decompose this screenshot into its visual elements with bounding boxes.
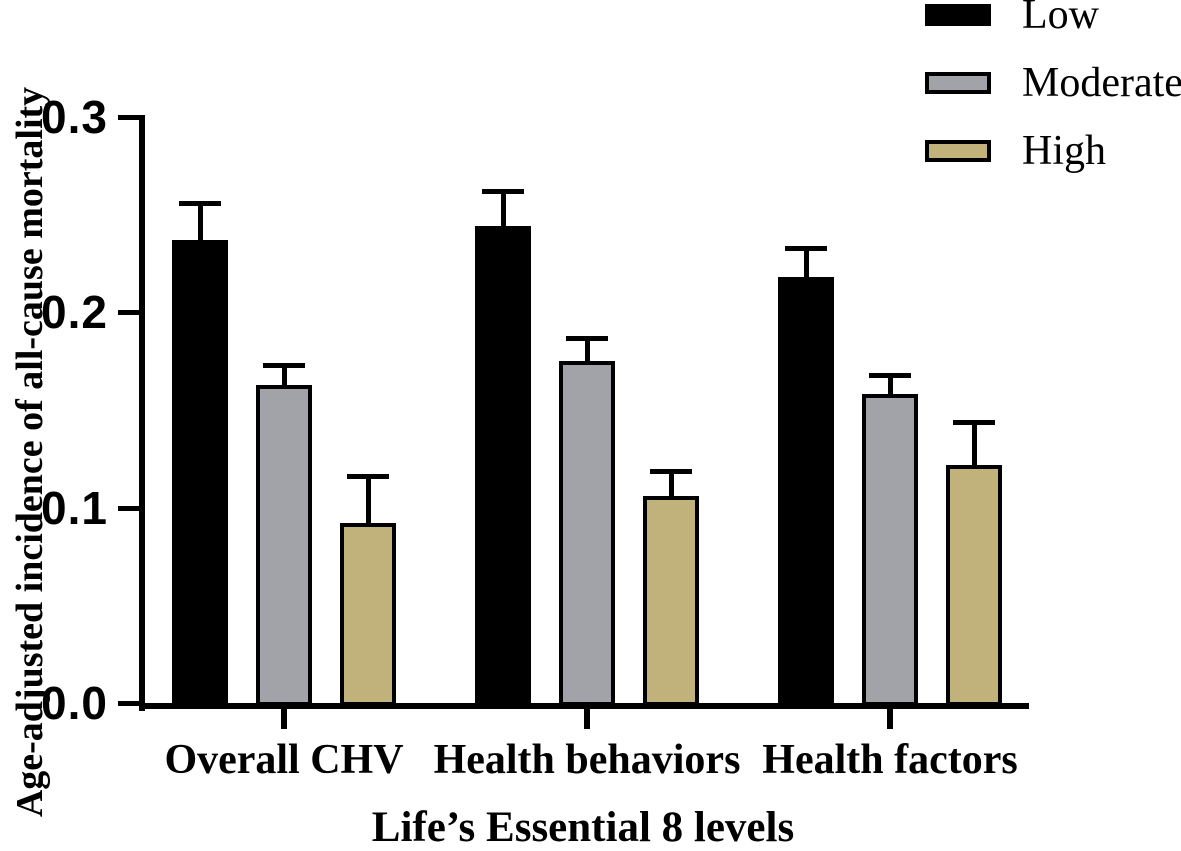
- y-tick-mark: [118, 115, 141, 120]
- error-bar-stem-health-behaviors-high: [668, 470, 674, 500]
- error-bar-cap-overall-chv-low: [179, 200, 221, 206]
- x-category-label: Health behaviors: [433, 737, 741, 783]
- x-category-label: Health factors: [762, 737, 1018, 783]
- error-bar-stem-health-behaviors-low: [500, 191, 506, 231]
- y-tick-label: 0.2: [41, 286, 108, 339]
- y-axis-line: [139, 115, 145, 711]
- y-tick-mark: [118, 310, 141, 316]
- error-bar-cap-overall-chv-moderate: [263, 363, 305, 369]
- y-tick-mark: [118, 701, 141, 706]
- x-tick-mark: [584, 709, 590, 729]
- error-bar-cap-health-behaviors-moderate: [566, 335, 608, 341]
- bar-overall-chv-low: [172, 240, 228, 706]
- error-bar-stem-overall-chv-high: [365, 476, 371, 528]
- bar-health-behaviors-moderate: [559, 361, 615, 706]
- legend-row-high: High: [925, 130, 1181, 172]
- y-tick-label: 0.3: [41, 91, 108, 143]
- error-bar-stem-overall-chv-moderate: [281, 365, 287, 389]
- legend-swatch-high: [925, 140, 991, 162]
- x-category-label: Overall CHV: [164, 737, 404, 783]
- x-axis-title: Life’s Essential 8 levels: [371, 804, 795, 851]
- legend-label-high: High: [1022, 128, 1106, 174]
- bar-overall-chv-high: [340, 523, 396, 706]
- x-tick-mark: [887, 709, 893, 729]
- bar-overall-chv-moderate: [256, 384, 312, 706]
- legend-row-low: Low: [925, 0, 1181, 36]
- bar-health-factors-low: [778, 277, 834, 706]
- x-tick-mark: [281, 709, 287, 729]
- y-tick-label: 0.1: [41, 481, 108, 534]
- error-bar-cap-overall-chv-high: [347, 474, 389, 480]
- error-bar-cap-health-behaviors-low: [482, 189, 524, 195]
- x-axis-line: [139, 703, 1029, 709]
- bar-health-factors-moderate: [862, 394, 918, 706]
- error-bar-cap-health-factors-low: [785, 245, 827, 251]
- legend-label-low: Low: [1022, 0, 1099, 38]
- bar-health-factors-high: [946, 464, 1002, 706]
- error-bar-stem-health-factors-high: [971, 421, 977, 469]
- legend-swatch-moderate: [925, 72, 991, 94]
- y-tick-mark: [118, 505, 141, 511]
- y-tick-label: 0.0: [41, 677, 108, 729]
- bar-health-behaviors-low: [475, 226, 531, 706]
- legend-row-moderate: Moderate: [925, 62, 1181, 104]
- error-bar-stem-health-behaviors-moderate: [584, 337, 590, 366]
- legend: Low Moderate High: [925, 0, 1181, 208]
- bar-health-behaviors-high: [643, 495, 699, 706]
- legend-label-moderate: Moderate: [1022, 60, 1181, 106]
- error-bar-stem-health-factors-moderate: [887, 374, 893, 399]
- error-bar-cap-health-behaviors-high: [650, 468, 692, 474]
- error-bar-stem-health-factors-low: [803, 247, 809, 282]
- legend-swatch-low: [925, 4, 991, 26]
- error-bar-cap-health-factors-moderate: [869, 372, 911, 378]
- error-bar-cap-health-factors-high: [953, 419, 995, 425]
- error-bar-stem-overall-chv-low: [197, 202, 203, 245]
